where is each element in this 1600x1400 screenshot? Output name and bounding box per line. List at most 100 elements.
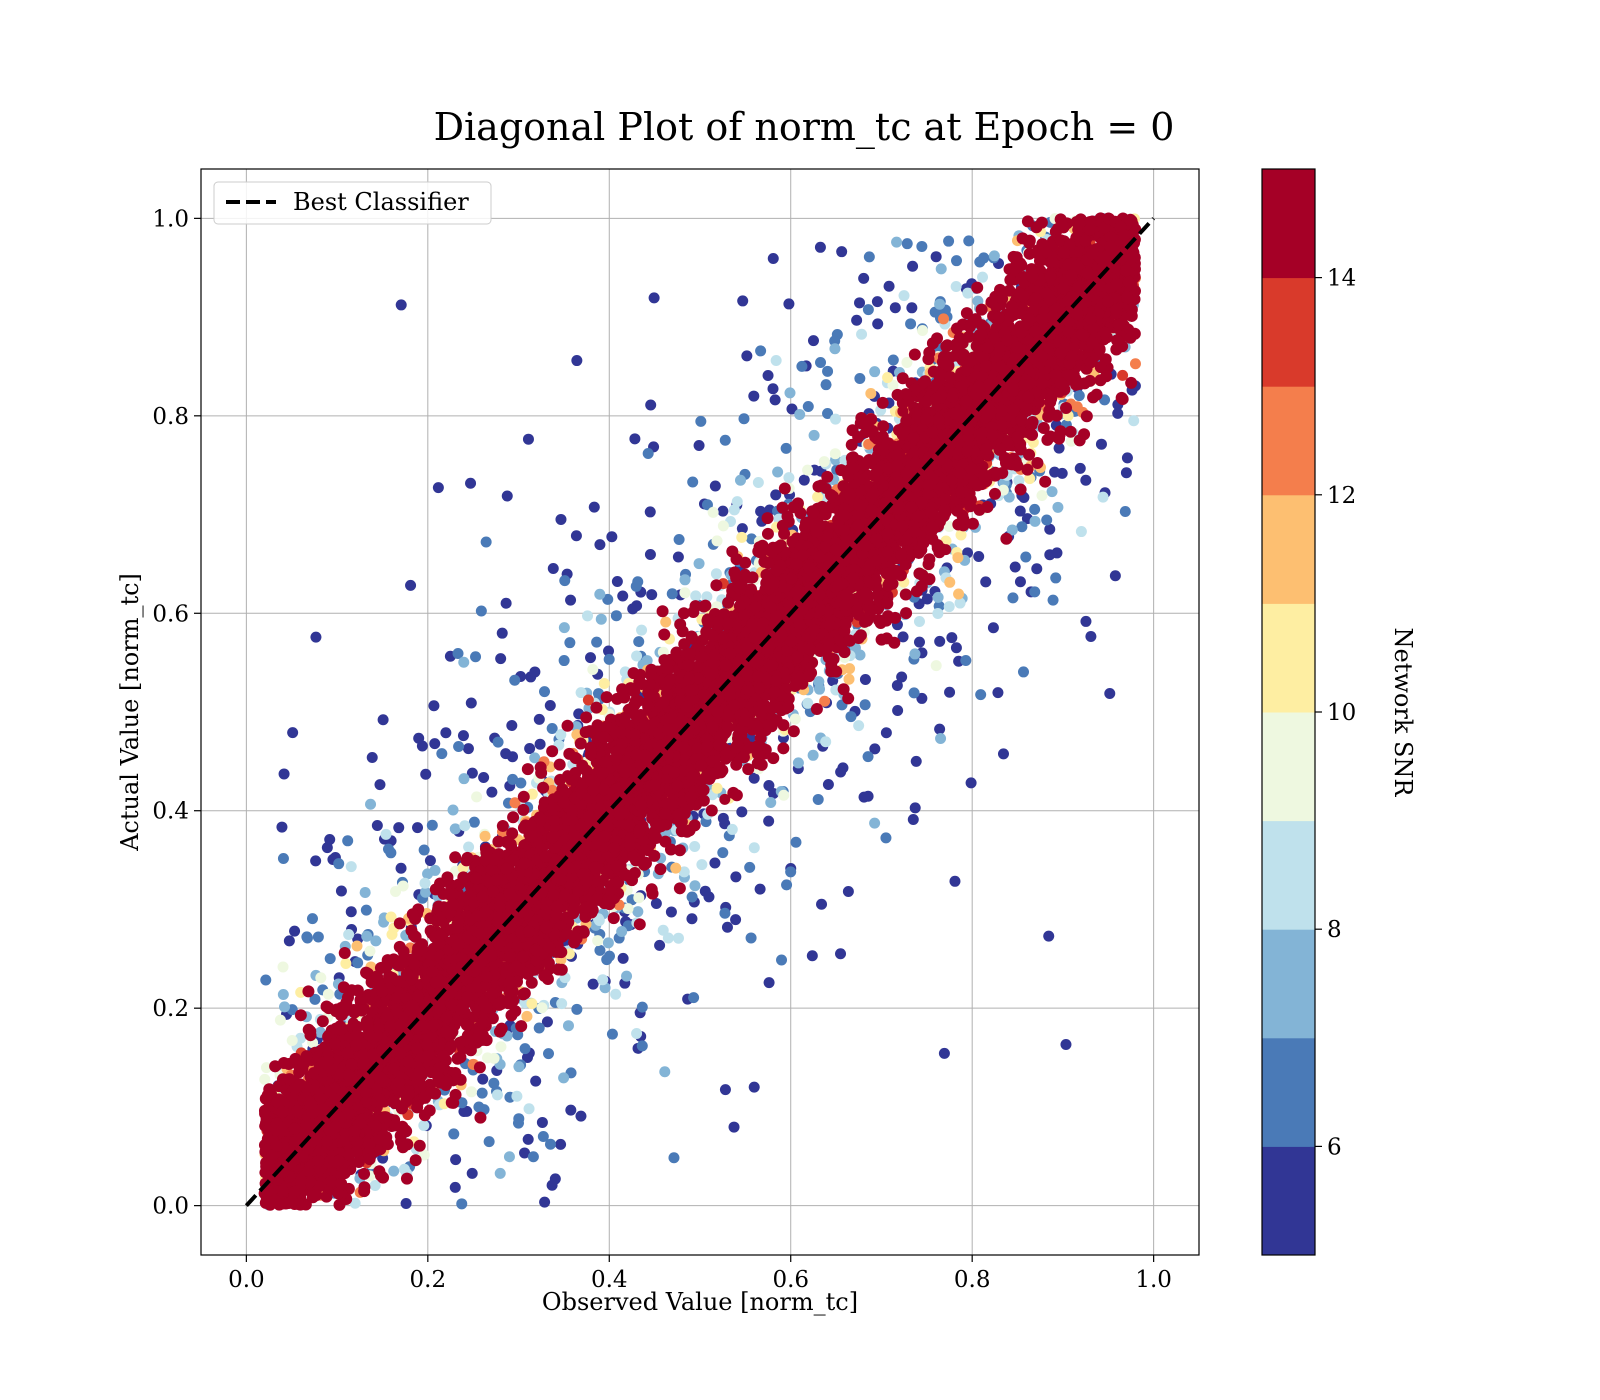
scatter-point	[737, 295, 749, 307]
scatter-point	[448, 1128, 460, 1140]
scatter-points	[258, 212, 1142, 1211]
scatter-point	[322, 988, 334, 1000]
scatter-point	[571, 729, 583, 741]
scatter-point	[1129, 358, 1141, 370]
scatter-point	[938, 313, 950, 325]
scatter-point	[602, 937, 614, 949]
scatter-point	[1060, 1039, 1072, 1051]
scatter-point	[470, 651, 482, 663]
scatter-point	[741, 350, 753, 362]
scatter-point	[571, 1003, 583, 1015]
scatter-point	[854, 297, 866, 309]
scatter-point	[562, 1020, 574, 1032]
scatter-point	[277, 853, 289, 865]
scatter-point	[648, 292, 660, 304]
scatter-point	[617, 590, 629, 602]
scatter-point	[556, 998, 568, 1010]
scatter-point	[851, 314, 863, 326]
scatter-point	[1080, 615, 1092, 627]
scatter-point	[905, 318, 917, 330]
scatter-point	[259, 1073, 271, 1085]
scatter-point	[1041, 514, 1053, 526]
scatter-point	[601, 954, 613, 966]
scatter-point	[571, 355, 583, 367]
scatter-point	[872, 318, 884, 330]
scatter-point	[349, 1197, 361, 1209]
scatter-point	[763, 815, 775, 827]
scatter-point	[501, 490, 513, 502]
scatter-point	[686, 891, 698, 903]
scatter-point	[822, 779, 834, 791]
scatter-point	[755, 345, 767, 357]
scatter-point	[789, 713, 801, 725]
plot-area: 0.0 0.2 0.4 0.6 0.8 1.0 0.00.20.40.60.81.0	[152, 168, 1200, 1293]
scatter-point	[745, 932, 757, 944]
scatter-point	[913, 615, 925, 627]
scatter-point	[977, 271, 989, 283]
scatter-point	[792, 757, 804, 769]
scatter-point	[672, 932, 684, 944]
scatter-point	[309, 993, 321, 1005]
scatter-point	[992, 687, 1004, 699]
scatter-point	[570, 530, 582, 542]
scatter-point	[636, 624, 648, 636]
scatter-point	[929, 306, 941, 318]
scatter-point	[593, 914, 605, 926]
scatter-point	[892, 705, 904, 717]
scatter-point	[606, 531, 618, 543]
scatter-point	[819, 695, 831, 707]
scatter-point	[278, 768, 290, 780]
scatter-point	[622, 903, 634, 915]
scatter-point	[843, 673, 855, 685]
scatter-point	[1117, 369, 1129, 381]
scatter-point	[380, 828, 392, 840]
scatter-point	[533, 713, 545, 725]
scatter-point	[530, 1075, 542, 1087]
scatter-point	[633, 892, 645, 904]
scatter-point	[882, 372, 894, 384]
scatter-point	[748, 772, 760, 784]
scatter-point	[519, 1147, 531, 1159]
scatter-point	[315, 972, 327, 984]
scatter-point	[306, 913, 318, 925]
scatter-point	[345, 906, 357, 918]
scatter-point	[621, 970, 633, 982]
scatter-point	[1047, 594, 1059, 606]
scatter-point	[887, 354, 899, 366]
scatter-point	[527, 1151, 539, 1163]
scatter-point	[678, 866, 690, 878]
scatter-point	[770, 489, 782, 501]
scatter-point	[820, 736, 832, 748]
scatter-point	[343, 928, 355, 940]
scatter-point	[606, 1028, 618, 1040]
scatter-point	[781, 879, 793, 891]
scatter-point	[340, 957, 352, 969]
scatter-point	[954, 597, 966, 609]
scatter-point	[934, 635, 946, 647]
scatter-point	[786, 403, 798, 415]
scatter-point	[943, 601, 955, 613]
scatter-point	[1097, 491, 1109, 503]
scatter-point	[856, 328, 868, 340]
scatter-point	[526, 998, 538, 1010]
scatter-point	[544, 1138, 556, 1150]
scatter-point	[835, 948, 847, 960]
scatter-point	[719, 434, 731, 446]
scatter-point	[558, 1072, 570, 1084]
scatter-point	[812, 793, 824, 805]
scatter-point	[944, 576, 956, 588]
scatter-point	[366, 751, 378, 763]
scatter-point	[783, 472, 795, 484]
scatter-point	[1056, 467, 1068, 479]
scatter-point	[932, 608, 944, 620]
scatter-point	[688, 992, 700, 1004]
scatter-point	[769, 394, 781, 406]
scatter-point	[509, 674, 521, 686]
scatter-point	[952, 552, 964, 564]
scatter-point	[865, 388, 877, 400]
scatter-point	[930, 251, 942, 263]
scatter-point	[844, 663, 856, 675]
scatter-point	[294, 1032, 306, 1044]
scatter-point	[418, 1149, 430, 1161]
scatter-point	[707, 506, 719, 518]
